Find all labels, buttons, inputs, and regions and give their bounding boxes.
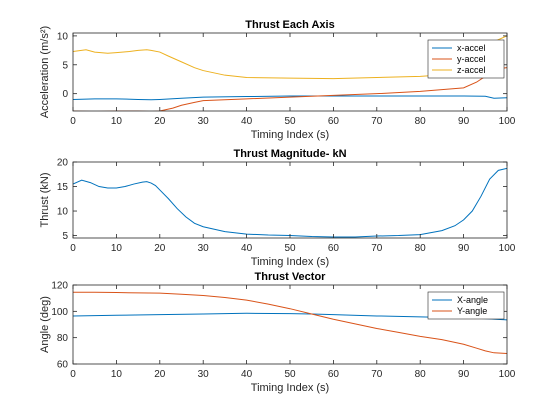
x-tick-label: 0 <box>70 369 76 380</box>
x-tick-label: 20 <box>154 369 166 380</box>
subplot-3: 0 10 20 30 40 50 60 70 80 90 100 60 80 100 120 Thrust V… <box>39 271 516 394</box>
chart-title: Thrust Each Axis <box>245 19 334 31</box>
x-tick-label: 70 <box>371 116 383 127</box>
y-tick-label: 15 <box>57 182 69 193</box>
y-tick-label: 10 <box>57 207 69 218</box>
legend-entry: X-angle <box>457 295 488 305</box>
x-tick-label: 10 <box>111 243 123 254</box>
x-tick-label: 80 <box>415 369 427 380</box>
y-tick-label: 10 <box>57 31 69 42</box>
y-tick-label: 120 <box>51 281 68 292</box>
y-tick-label: 20 <box>57 158 69 169</box>
subplot-2: 0 10 20 30 40 50 60 70 80 90 100 5 10 15 20 Thrust Magn… <box>39 148 516 268</box>
legend-entry: Y-angle <box>457 306 487 316</box>
x-tick-label: 50 <box>284 243 296 254</box>
series-line-x-accel <box>73 95 507 101</box>
y-tick-label: 5 <box>62 60 68 71</box>
x-tick-label: 50 <box>284 116 296 127</box>
x-tick-label: 40 <box>241 369 253 380</box>
x-tick-label: 70 <box>371 243 383 254</box>
x-tick-label: 40 <box>241 243 253 254</box>
x-tick-label: 100 <box>499 369 516 380</box>
x-tick-label: 0 <box>70 116 76 127</box>
y-tick-label: 80 <box>57 333 69 344</box>
x-tick-label: 20 <box>154 116 166 127</box>
x-tick-label: 80 <box>415 116 427 127</box>
x-tick-label: 40 <box>241 116 253 127</box>
x-axis-label: Timing Index (s) <box>251 256 329 268</box>
y-axis-label: Thrust (kN) <box>39 173 51 228</box>
y-tick-label: 0 <box>62 89 68 100</box>
x-axis-label: Timing Index (s) <box>251 382 329 394</box>
x-tick-label: 10 <box>111 116 123 127</box>
legend-entry: x-accel <box>457 43 486 53</box>
x-tick-label: 10 <box>111 369 123 380</box>
y-tick-label: 100 <box>51 307 68 318</box>
subplot-1: 0 10 20 30 40 50 60 70 80 90 100 0 5 10 Thrust Each Ax… <box>39 19 516 141</box>
y-tick-label: 60 <box>57 360 69 371</box>
chart-title: Thrust Magnitude- kN <box>233 148 346 160</box>
x-tick-label: 60 <box>328 369 340 380</box>
x-tick-label: 20 <box>154 243 166 254</box>
x-tick-label: 30 <box>198 369 210 380</box>
x-tick-label: 70 <box>371 369 383 380</box>
x-tick-label: 100 <box>499 116 516 127</box>
x-tick-label: 100 <box>499 243 516 254</box>
y-axis-label: Acceleration (m/s²) <box>39 26 51 118</box>
x-tick-label: 80 <box>415 243 427 254</box>
x-tick-label: 90 <box>458 369 470 380</box>
x-tick-label: 60 <box>328 116 340 127</box>
y-axis-label: Angle (deg) <box>39 296 51 353</box>
y-tick-label: 5 <box>62 231 68 242</box>
x-tick-label: 0 <box>70 243 76 254</box>
series-line-y-angle <box>73 291 507 354</box>
x-tick-label: 50 <box>284 369 296 380</box>
x-tick-label: 90 <box>458 243 470 254</box>
legend-entry: z-accel <box>457 65 486 75</box>
legend-entry: y-accel <box>457 54 486 64</box>
x-tick-label: 30 <box>198 243 210 254</box>
x-axis-label: Timing Index (s) <box>251 129 329 141</box>
legend-box <box>427 291 505 320</box>
series-line-y-accel <box>73 67 507 111</box>
chart-title: Thrust Vector <box>255 271 327 283</box>
x-tick-label: 30 <box>198 116 210 127</box>
series-line-1 <box>73 167 507 238</box>
x-tick-label: 90 <box>458 116 470 127</box>
x-tick-label: 60 <box>328 243 340 254</box>
